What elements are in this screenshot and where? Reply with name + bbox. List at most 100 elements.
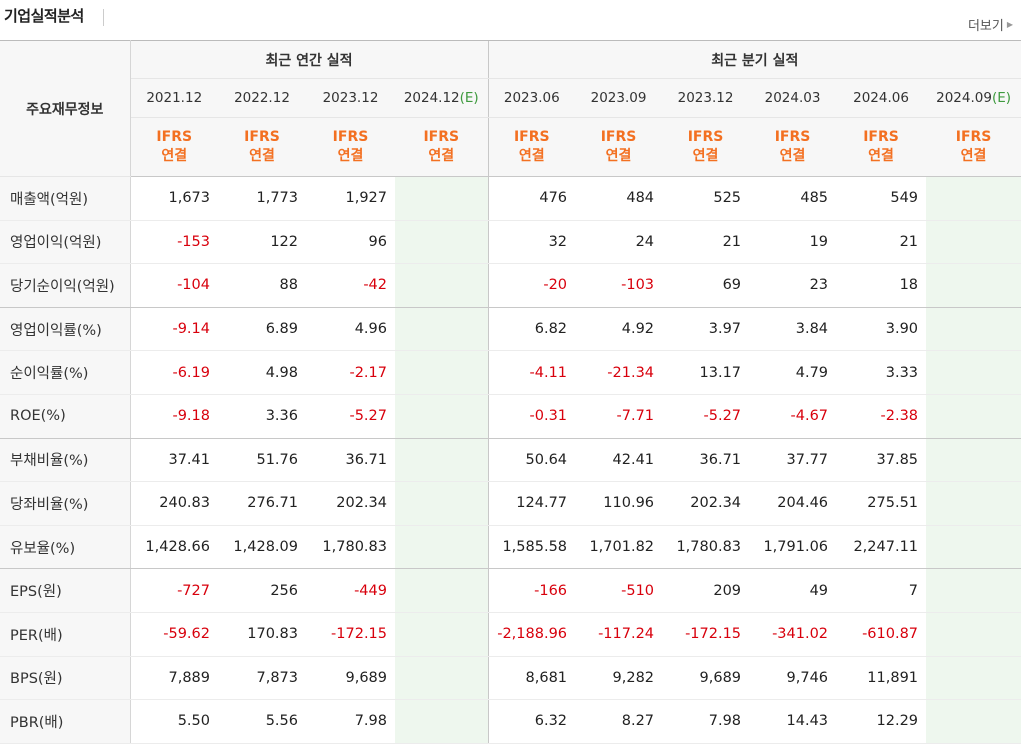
data-cell: 1,585.58 [487,525,576,570]
data-cell: -341.02 [749,612,837,657]
data-cell: 50.64 [487,438,576,483]
period-label: 2024.03 [764,90,821,106]
data-cell: 21 [662,220,750,265]
data-cell: 110.96 [575,481,663,526]
basis-consolidated: 연결 [337,148,364,164]
period-header: 2023.12 [306,78,395,118]
data-cell: 1,780.83 [662,525,750,570]
data-cell: 42.41 [575,438,663,483]
table-row: 매출액(억원) 1,673 1,773 1,927 476 484 525 485 549 [0,176,1021,221]
data-cell [395,307,489,352]
data-cell: 1,428.09 [218,525,306,570]
table-row: PER(배) -59.62 170.83 -172.15 -2,188.96 -117.2… [0,612,1021,657]
data-cell: 170.83 [218,612,306,657]
data-cell [926,656,1021,701]
data-cell [395,220,489,265]
data-cell: 3.84 [749,307,837,352]
data-cell: 276.71 [218,481,306,526]
table-row: PBR(배) 5.50 5.56 7.98 6.32 8.27 7.98 14.43 12.29 [0,699,1021,744]
data-cell [395,438,489,483]
table-row: 순이익률(%) -6.19 4.98 -2.17 -4.11 -21.34 13.17 4.7… [0,350,1021,395]
data-cell: -117.24 [575,612,663,657]
data-cell: 7,889 [130,656,218,701]
basis-ifrs: IFRS [156,129,193,145]
data-cell [395,176,489,221]
data-cell: 525 [662,176,750,221]
data-cell [395,525,489,570]
data-cell: -727 [130,568,218,613]
data-cell: -42 [306,263,395,308]
data-cell: 14.43 [749,699,837,744]
data-cell [395,481,489,526]
data-cell: 7,873 [218,656,306,701]
period-label: 2023.12 [677,90,734,106]
data-cell: 88 [218,263,306,308]
period-label: 2023.09 [590,90,647,106]
data-cell: 122 [218,220,306,265]
data-cell: 13.17 [662,350,750,395]
period-header: 2024.03 [749,78,837,118]
table-row: 당좌비율(%) 240.83 276.71 202.34 124.77 110.96 202… [0,481,1021,526]
data-cell [926,481,1021,526]
data-cell: 204.46 [749,481,837,526]
data-cell: 7.98 [662,699,750,744]
more-link[interactable]: 더보기 ▶ [968,15,1013,34]
data-cell: -4.67 [749,394,837,439]
data-cell: 96 [306,220,395,265]
basis-consolidated: 연결 [779,148,806,164]
data-cell [395,656,489,701]
data-cell: 4.98 [218,350,306,395]
table-row: BPS(원) 7,889 7,873 9,689 8,681 9,282 9,689 9,74… [0,656,1021,701]
data-cell: 484 [575,176,663,221]
basis-ifrs: IFRS [244,129,280,145]
data-cell: -103 [575,263,663,308]
data-cell: 36.71 [306,438,395,483]
period-header: 2023.12 [662,78,750,118]
accounting-basis: IFRS 연결 [395,117,489,177]
data-cell: 3.33 [836,350,927,395]
data-cell: -2,188.96 [487,612,576,657]
data-cell [926,350,1021,395]
data-cell: -5.27 [662,394,750,439]
data-cell: 6.32 [487,699,576,744]
data-cell: -153 [130,220,218,265]
basis-consolidated: 연결 [161,148,188,164]
data-cell: 36.71 [662,438,750,483]
table-row: 부채비율(%) 37.41 51.76 36.71 50.64 42.41 36.71 37.… [0,438,1021,483]
data-cell [926,525,1021,570]
data-cell: -510 [575,568,663,613]
accounting-basis: IFRS 연결 [130,117,218,177]
data-cell: -2.17 [306,350,395,395]
data-cell: 49 [749,568,837,613]
row-label: 당좌비율(%) [0,481,131,526]
data-cell: -5.27 [306,394,395,439]
period-header: 2024.12(E) [395,78,489,118]
data-cell [926,699,1021,744]
data-cell: -172.15 [662,612,750,657]
data-cell [926,307,1021,352]
data-cell [926,176,1021,221]
data-cell: 18 [836,263,927,308]
row-label: 순이익률(%) [0,350,131,395]
data-cell: 1,780.83 [306,525,395,570]
data-cell: 240.83 [130,481,218,526]
period-label: 2022.12 [234,90,290,106]
table-row: 영업이익률(%) -9.14 6.89 4.96 6.82 4.92 3.97 3.84 3.9… [0,307,1021,352]
table-row: 영업이익(억원) -153 122 96 32 24 21 19 21 [0,220,1021,265]
group-annual: 최근 연간 실적 [130,40,489,79]
basis-ifrs: IFRS [513,129,550,145]
accounting-basis: IFRS 연결 [749,117,837,177]
chevron-right-icon: ▶ [1006,20,1013,29]
row-label: 영업이익(억원) [0,220,131,265]
data-cell: 69 [662,263,750,308]
data-cell: 1,927 [306,176,395,221]
basis-consolidated: 연결 [249,148,275,164]
data-cell [926,394,1021,439]
data-cell: -59.62 [130,612,218,657]
data-cell [926,568,1021,613]
data-cell [395,612,489,657]
data-cell: 23 [749,263,837,308]
data-cell: 51.76 [218,438,306,483]
data-cell: 256 [218,568,306,613]
period-header: 2023.06 [487,78,576,118]
